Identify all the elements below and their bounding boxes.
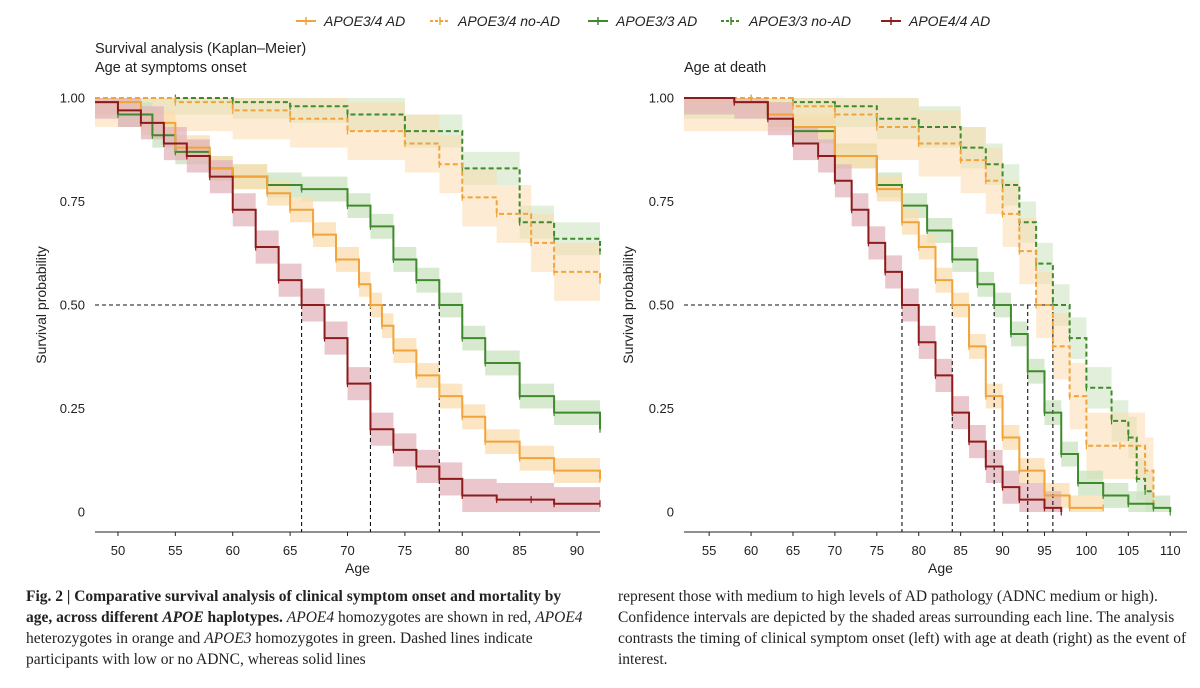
x-axis-label: Age	[345, 560, 370, 576]
figure-title-gene: APOE	[162, 609, 204, 626]
legend: APOE3/4 AD APOE3/4 no-AD APOE3/3 AD APOE3/3…	[296, 13, 990, 29]
legend-label: APOE4/4 AD	[908, 13, 990, 29]
chart-subtitle: Age at symptoms onset	[95, 60, 247, 76]
x-tick-label: 75	[870, 543, 884, 558]
x-tick-label: 95	[1037, 543, 1051, 558]
x-tick-label: 60	[744, 543, 758, 558]
confidence-band	[95, 98, 600, 268]
x-tick-label: 90	[995, 543, 1009, 558]
y-tick-label: 0.50	[60, 298, 85, 313]
x-tick-label: 105	[1117, 543, 1139, 558]
y-axis-label: Survival probability	[620, 246, 636, 364]
legend-label: APOE3/3 no-AD	[748, 13, 851, 29]
legend-label: APOE3/4 AD	[323, 13, 405, 29]
y-tick-label: 0.50	[649, 298, 674, 313]
chart-subtitle: Age at death	[684, 60, 766, 76]
y-tick-label: 1.00	[60, 91, 85, 106]
x-tick-label: 80	[455, 543, 469, 558]
chart-title: Survival analysis (Kaplan–Meier)	[95, 41, 306, 57]
legend-label: APOE3/4 no-AD	[457, 13, 560, 29]
caption-text-1: homozygotes are shown in red,	[334, 609, 536, 626]
x-tick-label: 75	[398, 543, 412, 558]
x-tick-label: 70	[828, 543, 842, 558]
series-line	[684, 97, 1155, 504]
x-tick-label: 85	[512, 543, 526, 558]
x-tick-label: 60	[225, 543, 239, 558]
confidence-band	[95, 98, 600, 512]
caption-text-2: heterozygotes in orange and	[26, 630, 205, 647]
confidence-band	[684, 98, 1104, 512]
figure-title-part1: Comparative survival analysis of clinica…	[26, 588, 562, 626]
confidence-band	[684, 98, 1062, 512]
figure-label: Fig. 2 |	[26, 588, 71, 605]
y-tick-label: 1.00	[649, 91, 674, 106]
panel-symptoms-onset: Survival analysis (Kaplan–Meier) Age at s…	[33, 41, 601, 576]
confidence-band	[684, 98, 1171, 512]
x-tick-label: 85	[953, 543, 967, 558]
x-tick-label: 110	[1160, 543, 1181, 558]
x-tick-label: 100	[1076, 543, 1098, 558]
y-tick-label: 0.25	[649, 401, 674, 416]
legend-item: APOE4/4 AD	[881, 13, 990, 29]
caption-gene-1: APOE4	[286, 609, 335, 626]
x-axis-label: Age	[928, 560, 953, 576]
figure-title-part2: haplotypes.	[203, 609, 283, 626]
y-tick-label: 0.75	[60, 194, 85, 209]
figure-caption-left: Fig. 2 | Comparative survival analysis o…	[26, 586, 591, 670]
series-line	[95, 97, 601, 252]
legend-item: APOE3/4 AD	[296, 13, 405, 29]
y-tick-label: 0	[667, 505, 674, 520]
y-tick-label: 0	[78, 505, 85, 520]
confidence-band	[684, 98, 1154, 512]
series-line	[684, 97, 1172, 512]
y-tick-label: 0.75	[649, 194, 674, 209]
y-axis-label: Survival probability	[33, 246, 49, 364]
series-line	[95, 101, 601, 479]
panel-age-at-death: Age at death 0 0.25 0.50 0.75 1.00 55 60 65 70 75 8…	[620, 60, 1187, 576]
x-tick-label: 55	[702, 543, 716, 558]
figure-caption-right: represent those with medium to high leve…	[618, 588, 1187, 668]
x-tick-label: 90	[570, 543, 584, 558]
caption-gene-3: APOE3	[204, 630, 252, 647]
series-line	[95, 101, 600, 505]
confidence-band	[95, 98, 600, 442]
confidence-band	[684, 98, 1154, 512]
legend-label: APOE3/3 AD	[615, 13, 697, 29]
caption-gene-2: APOE4	[535, 609, 583, 626]
x-tick-label: 55	[168, 543, 182, 558]
x-tick-label: 50	[111, 543, 125, 558]
confidence-band	[95, 98, 600, 492]
x-tick-label: 65	[283, 543, 297, 558]
caption-text-3: homozygotes in green. Dashed lines indic…	[26, 630, 533, 668]
legend-item: APOE3/3 no-AD	[721, 13, 851, 29]
series-line	[684, 97, 1104, 509]
legend-item: APOE3/3 AD	[588, 13, 697, 29]
x-tick-label: 70	[340, 543, 354, 558]
x-tick-label: 80	[911, 543, 925, 558]
legend-item: APOE3/4 no-AD	[430, 13, 560, 29]
x-tick-label: 65	[786, 543, 800, 558]
y-tick-label: 0.25	[60, 401, 85, 416]
